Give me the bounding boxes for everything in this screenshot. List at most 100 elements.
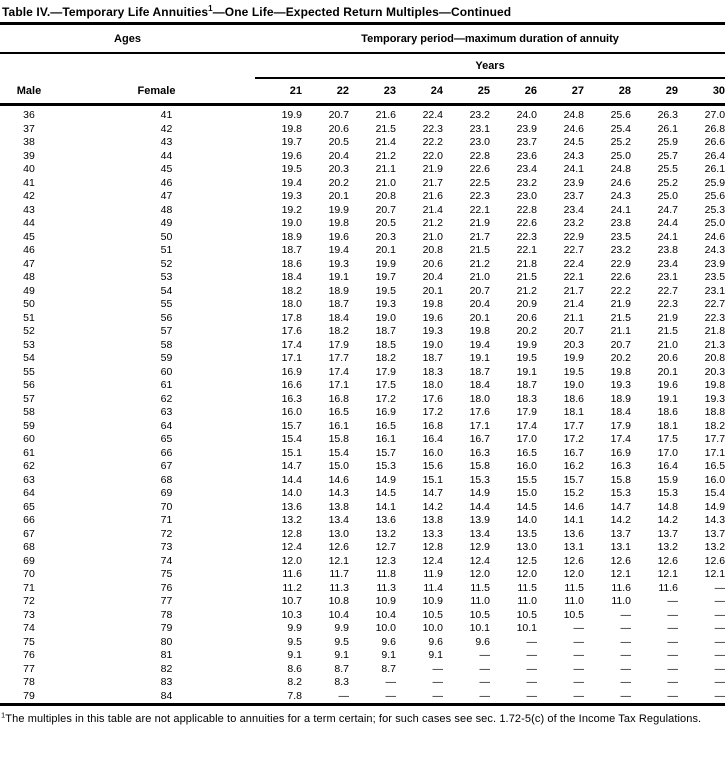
- cell-female-age: 48: [160, 203, 173, 216]
- cell-multiple: 20.6: [516, 311, 537, 324]
- cell-multiple: 10.0: [375, 622, 396, 634]
- table-title: Table IV.—Temporary Life Annuities1—One …: [0, 0, 725, 22]
- table-row: 78 83 8.2 8.3 — — — — — — — —: [0, 676, 725, 690]
- table-row: 73 78 10.3 10.4 10.4 10.5 10.5 10.5 10.5 — — —: [0, 609, 725, 623]
- cell-multiple: 22.6: [610, 271, 631, 283]
- table-row: 70 75 11.6 11.7 11.8 11.9 12.0 12.0 12.0 12.1 12.1…: [0, 568, 725, 582]
- table-row: 63 68 14.4 14.6 14.9 15.1 15.3 15.5 15.7 15.8 15.9…: [0, 474, 725, 488]
- cell-multiple: 13.6: [563, 527, 584, 540]
- cell-male-age: 54: [23, 352, 35, 364]
- cell-multiple: 20.1: [375, 244, 396, 256]
- cell-female-age: 72: [160, 527, 173, 540]
- cell-male-age: 48: [23, 271, 35, 283]
- cell-multiple: 18.9: [281, 230, 302, 243]
- cell-multiple: 21.9: [422, 163, 443, 175]
- cell-multiple: 12.5: [516, 554, 537, 567]
- cell-no-value: —: [432, 676, 444, 688]
- cell-multiple: 21.0: [469, 271, 490, 283]
- year-column-header: 28: [584, 78, 631, 106]
- cell-multiple: 22.3: [469, 190, 490, 202]
- cell-multiple: 20.7: [610, 338, 631, 351]
- table-row: 65 70 13.6 13.8 14.1 14.2 14.4 14.5 14.6 14.7 14.8…: [0, 501, 725, 515]
- cell-female-age: 57: [160, 325, 173, 337]
- cell-multiple: 13.6: [281, 500, 302, 513]
- year-column-header: 27: [537, 78, 584, 106]
- cell-multiple: 23.8: [610, 217, 631, 229]
- cell-female-age: 78: [160, 608, 173, 621]
- cell-multiple: 17.5: [375, 379, 396, 391]
- cell-female-age: 66: [160, 446, 173, 459]
- cell-multiple: 17.6: [281, 325, 302, 337]
- cell-multiple: 8.7: [381, 662, 396, 675]
- cell-multiple: 15.3: [375, 460, 396, 472]
- cell-multiple: 23.4: [563, 203, 584, 216]
- cell-multiple: 8.7: [334, 662, 349, 675]
- cell-male-age: 78: [23, 676, 35, 688]
- table-row: 56 61 16.6 17.1 17.5 18.0 18.4 18.7 19.0 19.3 19.6…: [0, 379, 725, 393]
- cell-multiple: 15.8: [469, 460, 490, 472]
- cell-multiple: 25.2: [610, 136, 631, 148]
- cell-multiple: 13.5: [516, 527, 537, 540]
- cell-multiple: 20.3: [563, 338, 584, 351]
- cell-multiple: 9.6: [381, 635, 396, 648]
- cell-multiple: 24.6: [563, 122, 584, 135]
- table-row: 77 82 8.6 8.7 8.7 — — — — — — —: [0, 663, 725, 677]
- cell-multiple: 17.2: [563, 433, 584, 445]
- cell-multiple: 23.2: [563, 217, 584, 229]
- cell-multiple: 18.9: [328, 284, 349, 297]
- cell-multiple: 15.4: [328, 446, 349, 459]
- cell-multiple: 12.0: [516, 568, 537, 580]
- cell-male-age: 63: [23, 473, 35, 486]
- cell-male-age: 39: [23, 149, 35, 162]
- cell-multiple: 13.8: [328, 500, 349, 513]
- cell-multiple: 23.1: [657, 271, 678, 283]
- cell-multiple: 17.2: [422, 406, 443, 418]
- table-row: 50 55 18.0 18.7 19.3 19.8 20.4 20.9 21.4 21.9 22.3…: [0, 298, 725, 312]
- cell-multiple: 25.0: [657, 190, 678, 202]
- cell-multiple: 19.1: [516, 365, 537, 378]
- cell-multiple: 17.9: [610, 419, 631, 432]
- cell-multiple: 12.6: [657, 554, 678, 567]
- years-subheader-row: Years: [0, 53, 725, 79]
- cell-multiple: 14.7: [422, 487, 443, 499]
- cell-multiple: 18.6: [563, 392, 584, 405]
- cell-multiple: 18.3: [422, 365, 443, 378]
- cell-multiple: 19.3: [610, 379, 631, 391]
- cell-multiple: 13.8: [422, 514, 443, 526]
- cell-multiple: 14.6: [563, 500, 584, 513]
- cell-multiple: 15.3: [469, 473, 490, 486]
- cell-no-value: —: [620, 649, 632, 661]
- cell-multiple: 19.6: [657, 379, 678, 391]
- cell-multiple: 24.1: [610, 203, 631, 216]
- cell-male-age: 61: [23, 446, 35, 459]
- cell-multiple: 15.2: [563, 487, 584, 499]
- cell-multiple: 15.8: [328, 433, 349, 445]
- cell-multiple: 12.4: [469, 554, 490, 567]
- cell-multiple: 18.7: [422, 352, 443, 364]
- cell-multiple: 24.1: [657, 230, 678, 243]
- cell-multiple: 19.6: [422, 311, 443, 324]
- cell-multiple: 10.8: [328, 595, 349, 607]
- cell-multiple: 21.5: [610, 311, 631, 324]
- cell-multiple: 10.0: [422, 622, 443, 634]
- cell-multiple: 19.4: [281, 176, 302, 189]
- cell-male-age: 75: [23, 635, 35, 648]
- cell-multiple: 20.8: [375, 190, 396, 202]
- cell-female-age: 58: [160, 338, 173, 351]
- cell-female-age: 75: [160, 568, 173, 580]
- cell-multiple: 19.9: [375, 257, 396, 270]
- cell-no-value: —: [573, 649, 585, 661]
- year-column-header: 30: [678, 78, 725, 106]
- cell-multiple: 19.0: [422, 338, 443, 351]
- cell-multiple: 24.1: [563, 163, 584, 175]
- cell-female-age: 70: [160, 500, 173, 513]
- cell-multiple: 19.3: [281, 190, 302, 202]
- table-row: 40 45 19.5 20.3 21.1 21.9 22.6 23.4 24.1 24.8 25.5…: [0, 163, 725, 177]
- cell-no-value: —: [385, 676, 397, 688]
- cell-multiple: 16.9: [281, 365, 302, 378]
- table-row: 66 71 13.2 13.4 13.6 13.8 13.9 14.0 14.1 14.2 14.2…: [0, 514, 725, 528]
- table-row: 58 63 16.0 16.5 16.9 17.2 17.6 17.9 18.1 18.4 18.6…: [0, 406, 725, 420]
- cell-multiple: 10.9: [422, 595, 443, 607]
- cell-multiple: 14.3: [704, 514, 725, 526]
- cell-multiple: 17.4: [610, 433, 631, 445]
